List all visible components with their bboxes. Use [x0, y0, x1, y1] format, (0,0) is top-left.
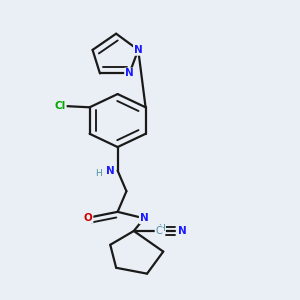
Text: N: N: [134, 45, 142, 55]
Text: H: H: [95, 169, 102, 178]
Text: O: O: [84, 213, 92, 223]
Text: Cl: Cl: [55, 101, 66, 111]
Text: H: H: [158, 224, 165, 232]
Text: C: C: [155, 226, 162, 236]
Text: N: N: [106, 166, 115, 176]
Text: N: N: [140, 213, 148, 223]
Text: N: N: [178, 226, 187, 236]
Text: N: N: [125, 68, 134, 78]
